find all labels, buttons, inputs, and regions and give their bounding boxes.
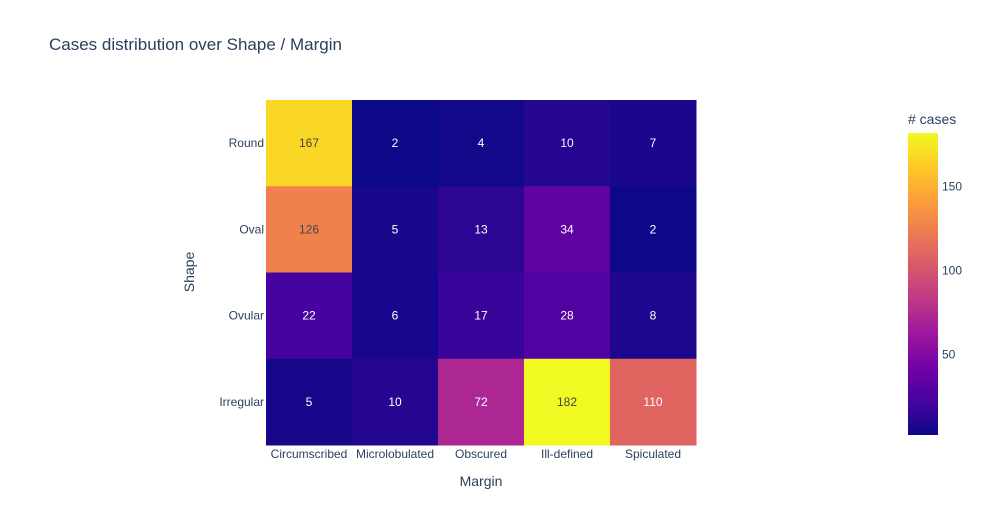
cell-value-label: 34 [560, 222, 574, 236]
cell-value-label: 2 [392, 136, 399, 150]
x-tick-label: Ill-defined [541, 447, 593, 461]
cell-value-label: 126 [299, 222, 319, 236]
cell-value-label: 4 [478, 136, 485, 150]
cell-value-label: 167 [299, 136, 319, 150]
cell-value-label: 2 [650, 222, 657, 236]
heatmap-cell [266, 186, 353, 273]
heatmap-cell [610, 272, 697, 360]
cell-value-label: 10 [388, 395, 402, 409]
cell-value-label: 10 [560, 136, 574, 150]
heatmap-cell [352, 186, 439, 273]
y-axis-ticks: Round Oval Ovular Irregular [219, 136, 264, 409]
x-axis-ticks: Circumscribed Microlobulated Obscured Ill-d… [271, 447, 681, 461]
cell-value-label: 72 [474, 395, 488, 409]
heatmap-cell [610, 186, 697, 273]
x-tick-label: Microlobulated [356, 447, 434, 461]
x-tick-label: Spiculated [625, 447, 681, 461]
heatmap-cell [438, 272, 525, 360]
x-tick-label: Obscured [455, 447, 507, 461]
x-tick-label: Circumscribed [271, 447, 348, 461]
cell-value-label: 8 [650, 309, 657, 323]
chart-title: Cases distribution over Shape / Margin [49, 35, 342, 54]
colorbar [908, 133, 938, 435]
heatmap-cell [610, 100, 697, 187]
colorbar-tick-label: 100 [942, 264, 962, 278]
heatmap-cell [524, 272, 611, 360]
colorbar-tick-label: 50 [942, 347, 956, 361]
heatmap-cell [266, 100, 353, 187]
y-axis-title: Shape [181, 252, 197, 293]
heatmap-cell [438, 186, 525, 273]
y-tick-label: Irregular [219, 395, 264, 409]
y-tick-label: Round [229, 136, 264, 150]
cell-value-label: 5 [306, 395, 313, 409]
heatmap-cell [524, 358, 611, 446]
heatmap-cell [438, 358, 525, 446]
colorbar-ticks: 50 100 150 [942, 180, 962, 362]
y-tick-label: Oval [239, 222, 264, 236]
colorbar-tick-label: 150 [942, 180, 962, 194]
heatmap-cell [610, 358, 697, 446]
cell-value-label: 7 [650, 136, 657, 150]
heatmap-cell [266, 272, 353, 360]
cell-value-label: 110 [643, 395, 662, 409]
y-tick-label: Ovular [229, 309, 264, 323]
cell-value-label: 5 [392, 222, 399, 236]
heatmap-cell [438, 100, 525, 187]
cell-value-label: 182 [557, 395, 577, 409]
heatmap-cell [524, 100, 611, 187]
cell-value-label: 28 [560, 309, 574, 323]
heatmap-cell [352, 100, 439, 187]
heatmap-cell [352, 272, 439, 360]
heatmap-cell [266, 358, 353, 446]
cell-value-label: 6 [392, 309, 399, 323]
heatmap-cell [352, 358, 439, 446]
colorbar-title: # cases [908, 111, 956, 127]
cell-value-label: 22 [302, 309, 316, 323]
x-axis-title: Margin [460, 473, 503, 489]
cell-value-label: 13 [474, 222, 488, 236]
cell-value-label: 17 [474, 309, 488, 323]
heatmap-cell [524, 186, 611, 273]
